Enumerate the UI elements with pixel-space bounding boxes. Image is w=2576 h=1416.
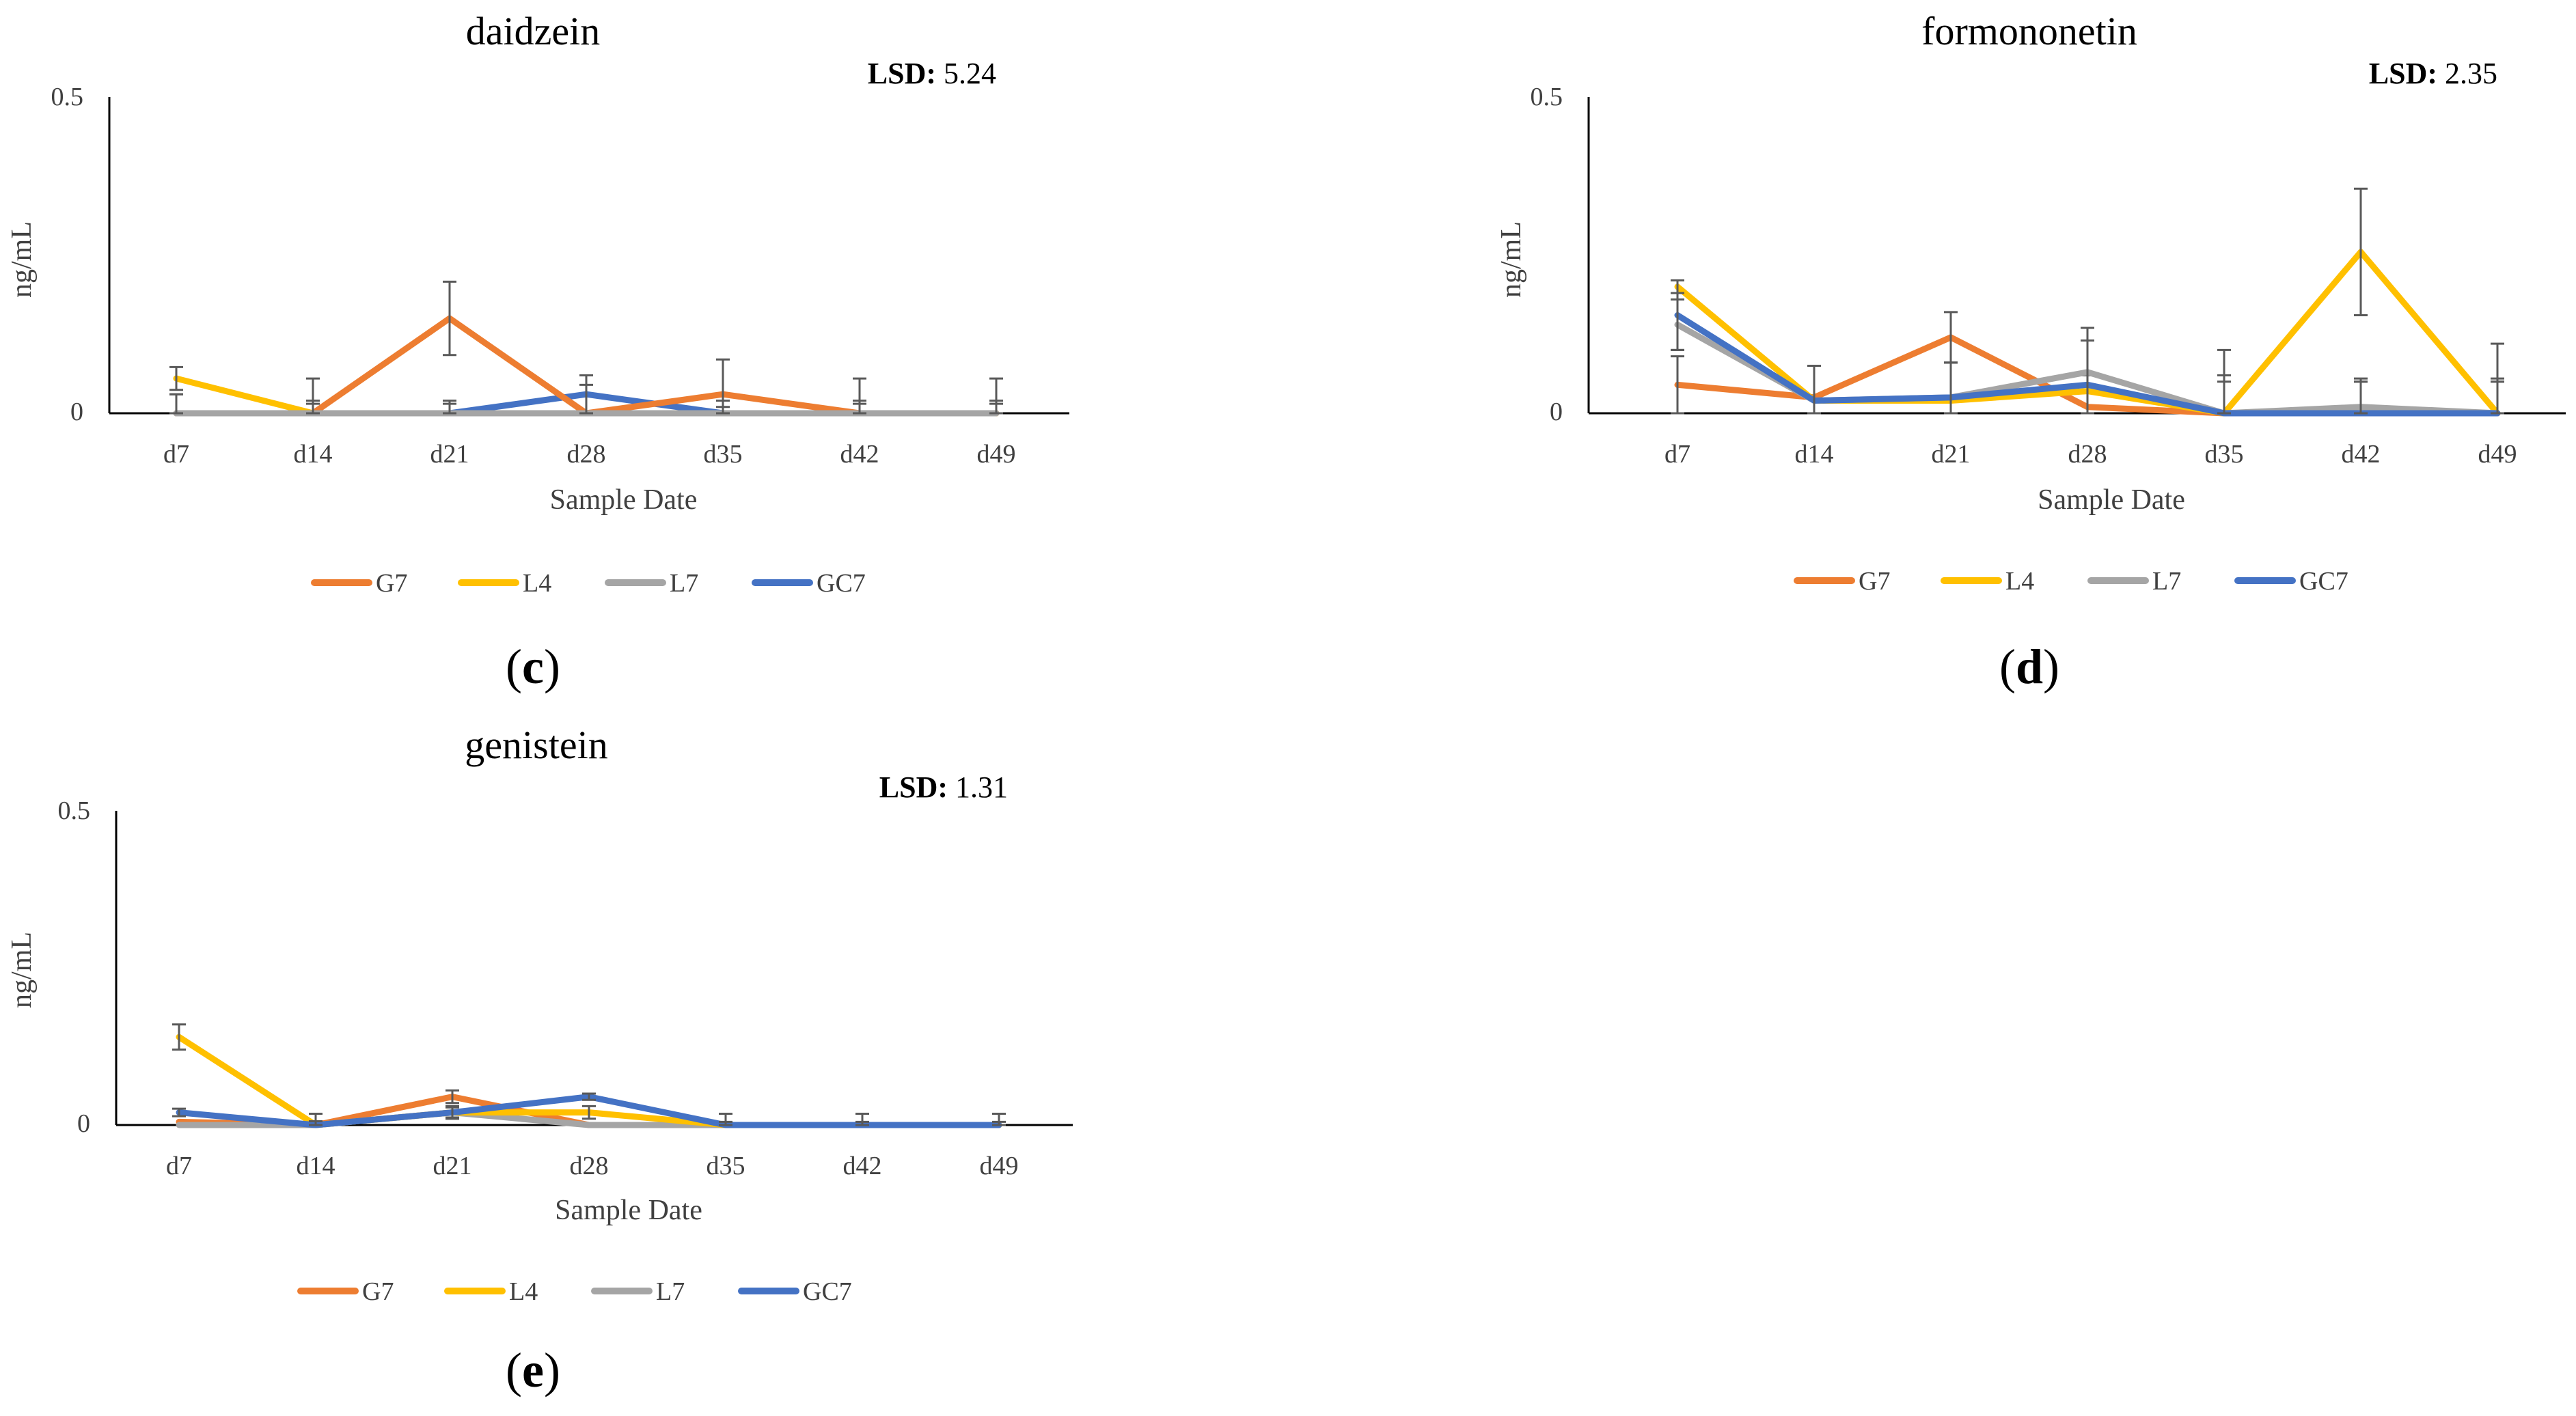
x-tick-label: d35 (707, 1152, 745, 1180)
error-bar-GC7 (582, 1092, 596, 1101)
x-tick-label: d21 (1932, 440, 1971, 469)
error-bar-GC7 (172, 1107, 186, 1117)
x-tick-label: d28 (2068, 440, 2107, 469)
x-tick-label: d7 (163, 440, 189, 469)
legend-label-L4: L4 (509, 1277, 538, 1306)
x-tick-label: d21 (430, 440, 469, 469)
error-bar-G7 (443, 280, 456, 357)
error-bar-GC7 (992, 1120, 1006, 1126)
error-bar-GC7 (1944, 361, 1958, 415)
error-bar-GC7 (2354, 380, 2368, 415)
y-tick-label: 0.5 (1531, 83, 1563, 111)
error-bar-G7 (1671, 355, 1684, 415)
error-bar-L7 (989, 402, 1003, 415)
panel-label: (d) (1999, 639, 2059, 694)
x-tick-label: d35 (2205, 440, 2244, 469)
error-bar-L4 (2354, 187, 2368, 316)
error-bar-L4 (172, 1023, 186, 1051)
legend-label-GC7: GC7 (803, 1277, 852, 1306)
error-bar-L7 (716, 406, 730, 415)
x-tick-label: d35 (704, 440, 743, 469)
x-tick-label: d42 (2342, 440, 2381, 469)
x-tick-label: d28 (567, 440, 606, 469)
error-bar-GC7 (1807, 365, 1821, 415)
x-tick-label: d14 (294, 440, 333, 469)
y-tick-label: 0 (70, 398, 83, 426)
error-bar-L7 (443, 402, 456, 415)
legend-label-L4: L4 (523, 569, 551, 598)
y-tick-label: 0.5 (58, 796, 91, 825)
error-bar-L7 (579, 383, 593, 415)
error-bar-GC7 (2217, 374, 2231, 415)
y-axis-label: ng/mL (6, 932, 38, 1008)
legend-label-L4: L4 (2005, 567, 2034, 596)
y-axis-label: ng/mL (6, 221, 38, 298)
error-bar-L4 (169, 365, 183, 391)
x-tick-label: d42 (843, 1152, 882, 1180)
chart-title: daidzein (466, 9, 600, 53)
error-bar-GC7 (719, 1120, 732, 1126)
legend-label-GC7: GC7 (817, 569, 866, 598)
lsd-annotation: LSD: 1.31 (879, 771, 1008, 804)
x-tick-label: d28 (570, 1152, 609, 1180)
x-tick-label: d42 (840, 440, 879, 469)
legend-label-L7: L7 (670, 569, 698, 598)
y-tick-label: 0 (1550, 398, 1563, 426)
legend-label-G7: G7 (1859, 567, 1890, 596)
error-bar-GC7 (855, 1120, 869, 1126)
legend: G7 L4 L7 GC7 (1794, 567, 2348, 596)
legend: G7 L4 L7 GC7 (311, 569, 866, 598)
error-bar-GC7 (2081, 339, 2094, 415)
panel-label: (c) (506, 639, 560, 694)
x-axis-label: Sample Date (555, 1195, 702, 1226)
x-tick-label: d49 (2478, 440, 2517, 469)
error-bar-G7 (716, 358, 730, 415)
x-tick-label: d14 (297, 1152, 335, 1180)
legend-label-L7: L7 (2152, 567, 2181, 596)
legend: G7 L4 L7 GC7 (297, 1277, 852, 1306)
x-tick-label: d7 (1664, 440, 1690, 469)
y-tick-label: 0 (77, 1109, 90, 1138)
chart-genistein: genistein LSD: 1.31 0 0.5 ng/mL d7 d14 d21 d28 d3… (6, 723, 1073, 1398)
lsd-annotation: LSD: 2.35 (2369, 57, 2497, 90)
legend-label-GC7: GC7 (2299, 567, 2348, 596)
legend-label-G7: G7 (376, 569, 407, 598)
chart-title: genistein (465, 723, 607, 767)
x-tick-label: d49 (977, 440, 1016, 469)
x-tick-label: d14 (1795, 440, 1834, 469)
error-bar-GC7 (446, 1106, 459, 1119)
y-axis-label: ng/mL (1496, 221, 1527, 298)
legend-label-L7: L7 (656, 1277, 685, 1306)
error-bar-GC7 (309, 1120, 323, 1126)
legend-label-G7: G7 (362, 1277, 394, 1306)
error-bar-GC7 (1671, 279, 1684, 351)
error-bar-G7 (446, 1089, 459, 1105)
chart-daidzein: daidzein LSD: 5.24 0 0.5 ng/mL d7 d14 d21 d28 d35… (6, 9, 1069, 694)
x-axis-label: Sample Date (2038, 484, 2185, 516)
x-axis-label: Sample Date (550, 484, 698, 516)
panel-label: (e) (506, 1343, 560, 1398)
x-tick-label: d49 (980, 1152, 1019, 1180)
lsd-annotation: LSD: 5.24 (868, 57, 996, 90)
error-bar-L7 (306, 402, 320, 415)
chart-formononetin: formononetin LSD: 2.35 0 0.5 ng/mL d7 d14 d21 d2… (1496, 9, 2566, 694)
chart-title: formononetin (1921, 9, 2137, 53)
error-bar-L7 (169, 393, 183, 415)
y-tick-label: 0.5 (51, 83, 84, 111)
error-bar-L4 (582, 1105, 596, 1120)
error-bar-GC7 (2491, 380, 2504, 415)
x-tick-label: d7 (166, 1152, 192, 1180)
x-tick-label: d21 (433, 1152, 472, 1180)
error-bar-L7 (853, 402, 866, 415)
